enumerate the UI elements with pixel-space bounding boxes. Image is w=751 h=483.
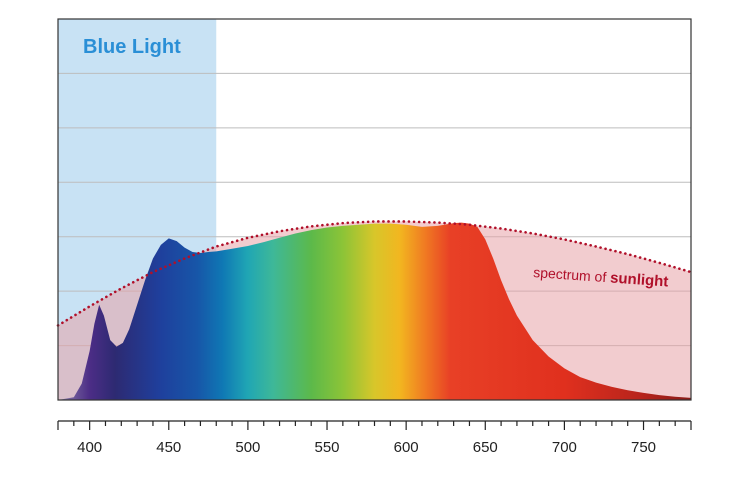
x-tick-label: 650	[473, 439, 498, 456]
sunlight-label-prefix: spectrum of	[533, 264, 611, 285]
x-axis-ticks: 400 450 500 550 600 650 700 750	[57, 421, 692, 456]
x-tick-label: 550	[315, 439, 340, 456]
blue-light-label: Blue Light	[83, 36, 181, 58]
plot-frame	[57, 18, 692, 401]
x-tick-label: 600	[394, 439, 419, 456]
sunlight-line	[56, 220, 693, 327]
sunlight-legend-label: spectrum of sunlight	[533, 264, 669, 290]
light-spectrum-area	[58, 222, 691, 400]
sunlight-label-bold: sunlight	[610, 269, 669, 290]
x-tick-label: 400	[77, 439, 102, 456]
x-tick-label: 750	[631, 439, 656, 456]
x-tick-label: 500	[235, 439, 260, 456]
x-tick-label: 700	[552, 439, 577, 456]
chart-marks	[56, 220, 693, 400]
x-tick-label: 450	[156, 439, 181, 456]
